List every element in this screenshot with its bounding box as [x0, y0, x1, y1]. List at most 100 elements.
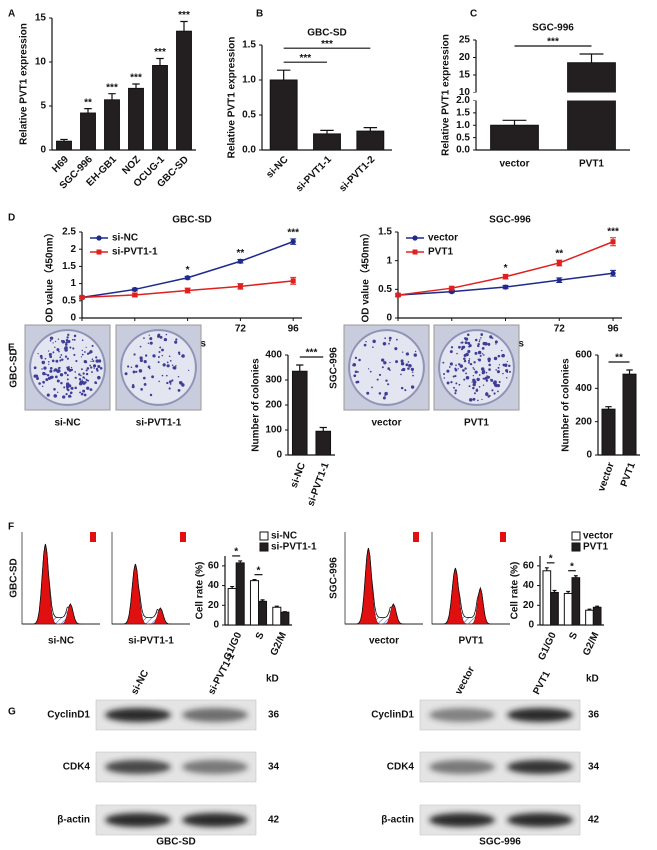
colony — [455, 382, 458, 385]
colony — [147, 365, 151, 369]
bar — [56, 140, 72, 151]
colony — [91, 358, 94, 360]
x-tick-label: S — [254, 630, 267, 641]
colony — [472, 374, 475, 377]
colony — [149, 393, 153, 397]
colony — [56, 348, 60, 352]
bar — [315, 430, 332, 456]
lane-label: PVT1 — [531, 669, 553, 697]
histogram-outline — [112, 563, 190, 625]
colony — [49, 369, 53, 373]
colony — [147, 342, 149, 344]
colony — [400, 362, 405, 366]
histogram-legend — [180, 532, 186, 542]
colony — [83, 393, 87, 397]
y-axis-label: Relative PVT1 expression — [19, 23, 30, 145]
colony — [401, 351, 404, 353]
colony — [454, 389, 458, 392]
y-tick-label: 0 — [40, 145, 46, 156]
chart-title: SGC-996 — [532, 23, 574, 34]
colony — [78, 373, 81, 376]
colony — [66, 336, 69, 339]
colony — [454, 367, 457, 370]
colony — [482, 377, 485, 380]
colony — [508, 370, 511, 373]
panel-letter: D — [8, 213, 15, 224]
colony — [79, 391, 82, 394]
colony — [38, 382, 41, 385]
histogram-legend — [413, 532, 419, 542]
y-tick-label: 15 — [35, 13, 47, 24]
colony — [478, 374, 481, 376]
colony — [95, 356, 98, 359]
colony — [378, 392, 382, 395]
colony — [363, 343, 367, 347]
colony — [36, 374, 38, 377]
colony — [55, 359, 59, 363]
bar — [235, 562, 245, 626]
colony — [169, 360, 172, 362]
colony — [450, 381, 453, 384]
colony — [148, 334, 150, 336]
y-tick-label: 300 — [265, 375, 282, 386]
error-bar — [587, 608, 592, 611]
colony — [463, 357, 466, 361]
colony — [97, 364, 101, 368]
y-tick-label: 0.5 — [378, 284, 392, 295]
colony — [402, 367, 406, 372]
colony — [138, 369, 143, 373]
colony — [143, 359, 147, 364]
colony — [485, 392, 488, 394]
colony — [481, 369, 486, 374]
y-tick-label: 25 — [459, 35, 471, 46]
blot-band — [105, 813, 171, 827]
colony — [166, 381, 169, 385]
colony — [50, 353, 52, 355]
colony — [456, 352, 458, 355]
colony — [159, 335, 163, 339]
y-tick-label: 1.5 — [62, 261, 76, 272]
bar — [128, 87, 144, 151]
histogram-axes — [21, 532, 100, 625]
protein-label: CyclinD1 — [47, 710, 90, 721]
cell-line-label: SGC-996 — [329, 557, 340, 599]
colony — [472, 386, 475, 390]
colony — [476, 388, 478, 391]
colony — [130, 366, 133, 369]
colony — [48, 361, 50, 363]
error-bar — [595, 605, 600, 608]
colony — [405, 363, 409, 367]
lane-label: si-NC — [129, 668, 151, 696]
colony — [472, 397, 476, 401]
histogram-legend — [90, 532, 96, 542]
bar — [601, 408, 616, 456]
colony — [473, 392, 476, 395]
y-axis-label: Number of colonies — [251, 358, 262, 452]
colony — [149, 367, 151, 370]
point — [237, 258, 243, 264]
error-bar — [274, 605, 279, 608]
legend-marker — [96, 235, 102, 241]
colony — [49, 355, 53, 359]
colony — [480, 337, 482, 339]
x-tick-label: S — [567, 630, 580, 641]
significance: * — [504, 263, 508, 274]
colony — [45, 378, 49, 382]
colony — [388, 336, 392, 340]
significance: * — [549, 553, 553, 564]
histogram-axes — [431, 532, 510, 625]
error-bar — [84, 108, 92, 114]
colony — [488, 368, 491, 371]
colony — [481, 347, 485, 350]
colony — [446, 369, 450, 373]
colony — [65, 384, 70, 389]
colony — [472, 378, 476, 382]
colony — [98, 360, 100, 362]
colony — [465, 352, 469, 357]
colony — [467, 349, 471, 354]
protein-label: CDK4 — [63, 762, 91, 773]
point — [185, 275, 191, 281]
colony — [64, 355, 68, 358]
colony — [139, 356, 143, 360]
colony — [141, 358, 143, 361]
